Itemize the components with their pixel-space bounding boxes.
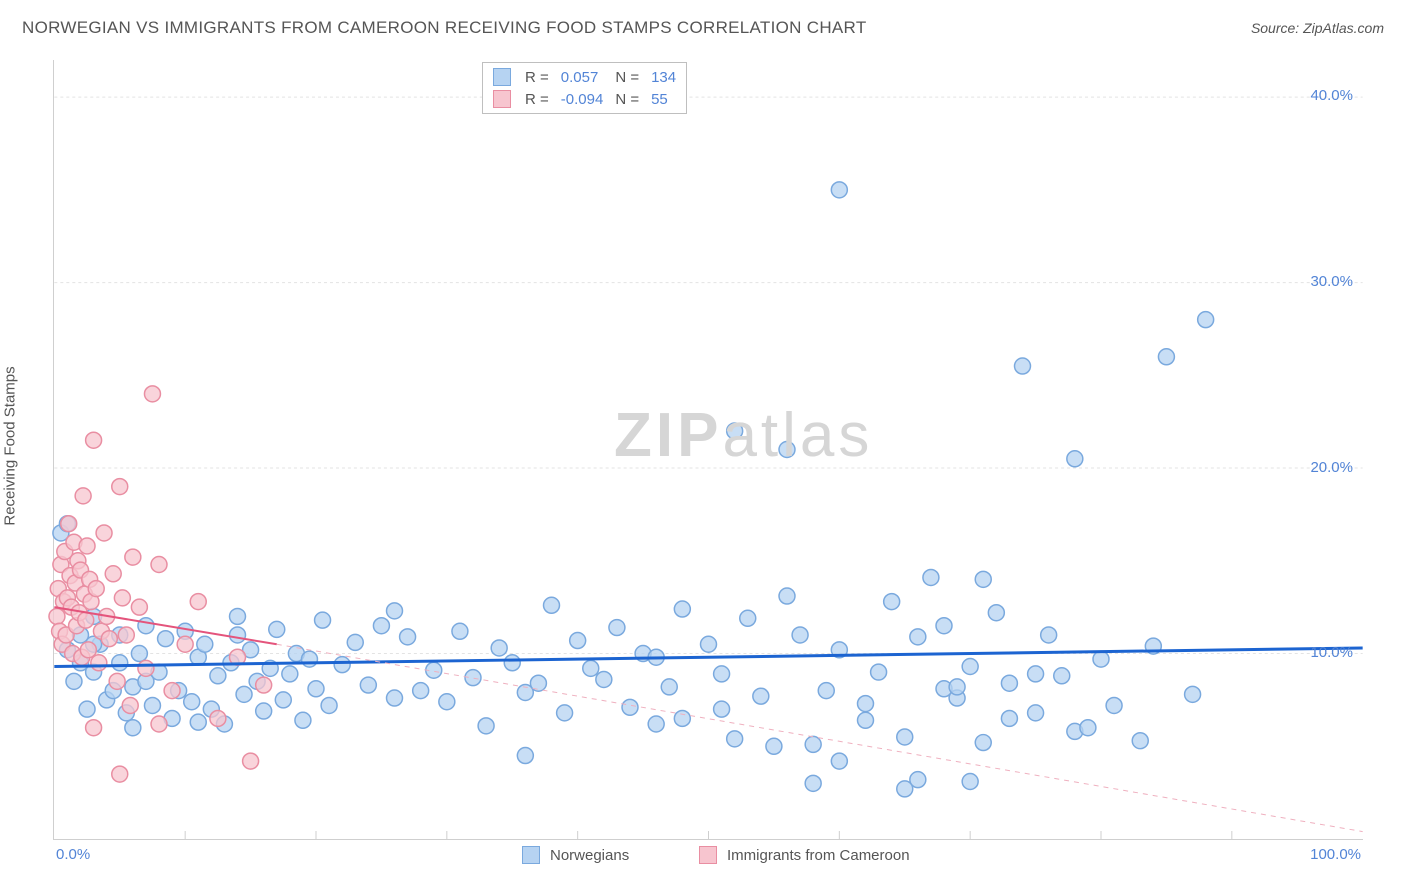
stats-n-value: 55 <box>651 91 676 108</box>
x-tick-min: 0.0% <box>56 846 90 863</box>
chart-title: NORWEGIAN VS IMMIGRANTS FROM CAMEROON RE… <box>22 18 867 38</box>
stats-box: R = 0.057 N = 134 R = -0.094 N = 55 <box>482 62 687 114</box>
stats-r-value: -0.094 <box>561 91 604 108</box>
stats-r-value: 0.057 <box>561 69 604 86</box>
legend-label: Norwegians <box>550 847 629 864</box>
y-tick-label: 20.0% <box>1310 459 1353 476</box>
legend-item: Norwegians <box>522 846 629 864</box>
stats-swatch <box>493 90 511 108</box>
stats-r-label: R = <box>525 91 549 108</box>
stats-n-value: 134 <box>651 69 676 86</box>
legend-item: Immigrants from Cameroon <box>699 846 910 864</box>
x-tick-max: 100.0% <box>1310 846 1361 863</box>
y-tick-label: 30.0% <box>1310 273 1353 290</box>
source-label: Source: ZipAtlas.com <box>1251 20 1384 36</box>
y-tick-label: 40.0% <box>1310 87 1353 104</box>
legend-label: Immigrants from Cameroon <box>727 847 910 864</box>
plot-area: ZIPatlas R =0.057N =134R =-0.094N =55 10… <box>53 60 1363 840</box>
stats-n-label: N = <box>615 91 639 108</box>
y-tick-label: 10.0% <box>1310 644 1353 661</box>
scatter-plot <box>54 60 1363 839</box>
title-bar: NORWEGIAN VS IMMIGRANTS FROM CAMEROON RE… <box>22 18 1384 38</box>
stats-n-label: N = <box>615 69 639 86</box>
stats-swatch <box>493 68 511 86</box>
legend-swatch <box>522 846 540 864</box>
y-axis-label: Receiving Food Stamps <box>2 366 19 525</box>
legend-swatch <box>699 846 717 864</box>
stats-r-label: R = <box>525 69 549 86</box>
